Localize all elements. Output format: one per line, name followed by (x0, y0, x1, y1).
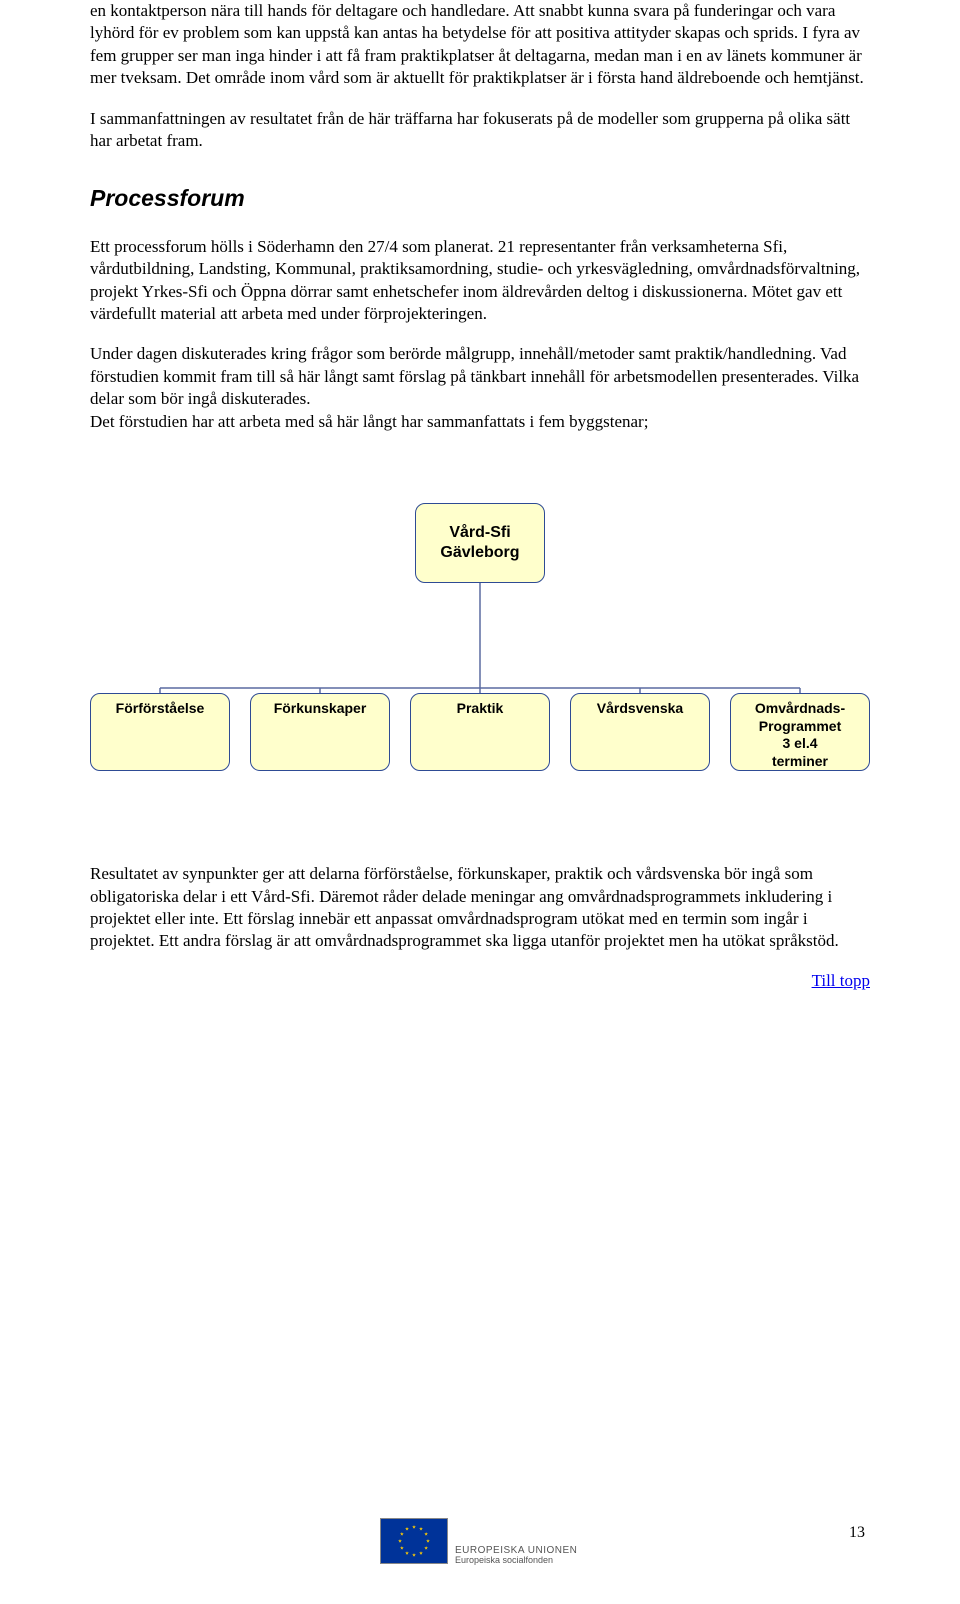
chart-child-node: Vårdsvenska (570, 693, 710, 771)
eu-stars (394, 1521, 434, 1561)
body-paragraph: I sammanfattningen av resultatet från de… (90, 108, 870, 153)
section-heading: Processforum (90, 185, 870, 212)
body-paragraph: Under dagen diskuterades kring frågor so… (90, 343, 870, 433)
chart-child-node: Praktik (410, 693, 550, 771)
chart-child-node: Förkunskaper (250, 693, 390, 771)
chart-child-node: Omvårdnads-Programmet3 el.4terminer (730, 693, 870, 771)
text: Det förstudien har att arbeta med så här… (90, 412, 648, 431)
body-paragraph: Resultatet av synpunkter ger att delarna… (90, 863, 870, 953)
text: en kontaktperson nära till hands för del… (90, 1, 835, 42)
body-paragraph: Ett processforum hölls i Söderhamn den 2… (90, 236, 870, 326)
body-paragraph: en kontaktperson nära till hands för del… (90, 0, 870, 90)
page-number: 13 (849, 1524, 865, 1542)
org-chart: Vård-SfiGävleborg Förförståelse Förkunsk… (90, 503, 870, 823)
text: Under dagen diskuterades kring frågor so… (90, 344, 859, 408)
chart-root-node: Vård-SfiGävleborg (415, 503, 545, 583)
eu-flag-icon (380, 1518, 448, 1564)
footer-flag-texts: EUROPEISKA UNIONEN Europeiska socialfond… (455, 1545, 577, 1566)
back-to-top-link[interactable]: Till topp (90, 971, 870, 991)
footer-text-2: Europeiska socialfonden (455, 1556, 577, 1566)
chart-child-node: Förförståelse (90, 693, 230, 771)
page-footer: EUROPEISKA UNIONEN Europeiska socialfond… (0, 1514, 960, 1604)
